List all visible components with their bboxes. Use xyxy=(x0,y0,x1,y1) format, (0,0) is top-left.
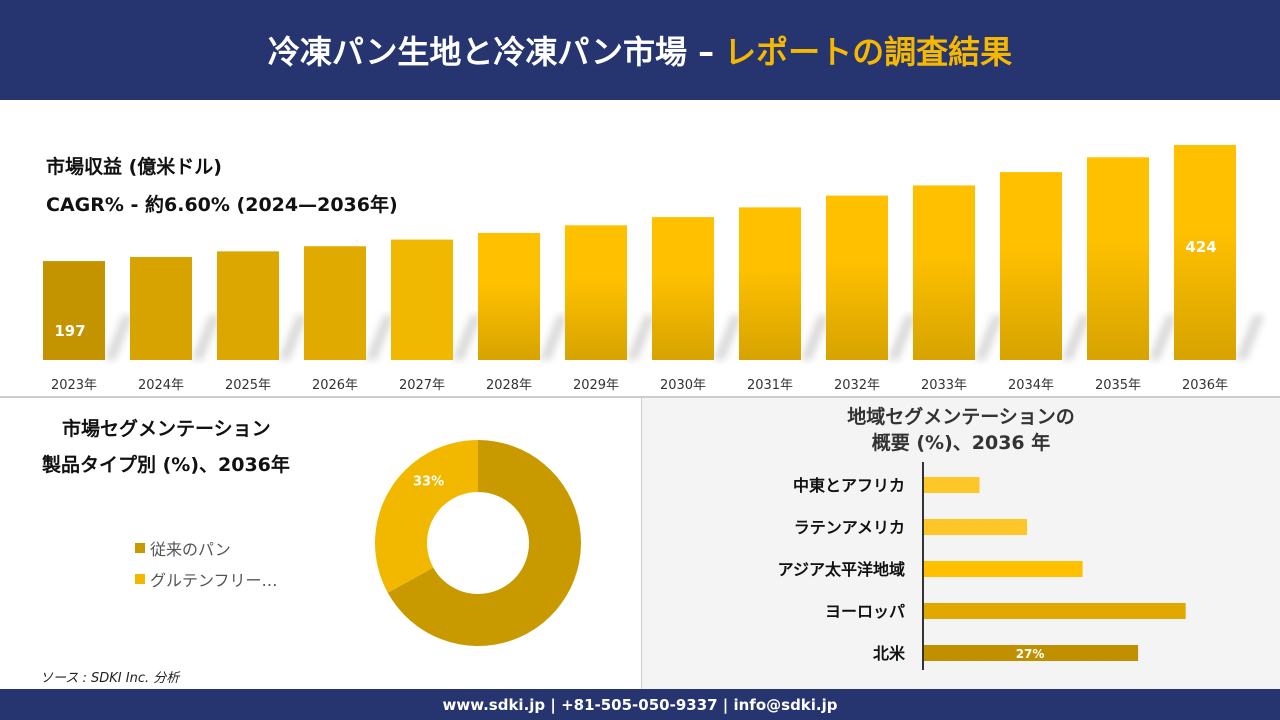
x-tick-label: 2026年 xyxy=(312,378,358,393)
divider xyxy=(0,396,1280,398)
bar-shadow xyxy=(801,315,829,360)
x-tick-label: 2033年 xyxy=(921,378,967,393)
bar-shadow xyxy=(540,315,568,360)
data-label: 27% xyxy=(1016,647,1045,661)
bar-shadow xyxy=(1062,315,1090,360)
bar-shadow xyxy=(453,315,481,360)
region-panel: 地域セグメンテーションの 概要 (%)、2036 年 中東とアフリカ ラテンアメリ… xyxy=(641,398,1280,689)
y-tick-label: アジア太平洋地域 xyxy=(778,560,905,579)
x-tick-label: 2036年 xyxy=(1182,378,1228,393)
bar-shadow xyxy=(366,315,394,360)
y-tick-label: 中東とアフリカ xyxy=(793,476,905,495)
bar-shadow xyxy=(627,315,655,360)
x-tick-label: 2027年 xyxy=(399,378,445,393)
x-tick-label: 2035年 xyxy=(1095,378,1141,393)
bar-shadow xyxy=(192,315,220,360)
bar-shadow xyxy=(279,315,307,360)
bar xyxy=(652,217,714,360)
bar xyxy=(913,185,975,360)
x-tick-label: 2029年 xyxy=(573,378,619,393)
bar xyxy=(826,195,888,360)
x-tick-label: 2031年 xyxy=(747,378,793,393)
data-label: 424 xyxy=(1185,238,1216,256)
bar xyxy=(304,246,366,360)
footer-contact: www.sdki.jp | +81-505-050-9337 | info@sd… xyxy=(0,689,1280,720)
bar-shadow xyxy=(888,315,916,360)
legend-item: 従来のパン xyxy=(135,536,231,560)
legend-swatch xyxy=(135,574,145,584)
bar xyxy=(217,251,279,360)
bar-shadow xyxy=(714,315,742,360)
bar-shadow xyxy=(1236,315,1264,360)
bar-shadow xyxy=(1149,315,1177,360)
legend-label: グルテンフリー… xyxy=(150,571,278,590)
bar xyxy=(478,232,540,360)
product-donut-chart: 33% xyxy=(375,440,581,646)
bar xyxy=(1000,172,1062,360)
legend-label: 従来のパン xyxy=(150,540,231,559)
y-tick-label: ラテンアメリカ xyxy=(794,518,905,537)
segment-title: 市場セグメンテーション xyxy=(62,418,271,440)
y-tick-label: ヨーロッパ xyxy=(825,602,905,621)
cagr-subtitle: CAGR% - 約6.60% (2024—2036年) xyxy=(46,194,398,216)
y-tick-label: 北米 xyxy=(873,644,906,663)
data-label: 197 xyxy=(54,322,85,340)
bar xyxy=(924,519,1028,535)
bar xyxy=(43,261,105,360)
donut-slice xyxy=(375,440,478,593)
data-label-bg xyxy=(410,470,447,491)
header: 冷凍パン生地と冷凍パン市場 – レポートの調査結果 xyxy=(0,0,1280,100)
revenue-title: 市場収益 (億米ドル) xyxy=(46,156,222,178)
bar-shadow xyxy=(105,315,133,360)
bar xyxy=(924,477,980,493)
x-tick-label: 2025年 xyxy=(225,378,271,393)
segment-subtitle: 製品タイプ別 (%)、2036年 xyxy=(42,454,290,476)
bar xyxy=(1087,157,1149,360)
source-note: ソース : SDKI Inc. 分析 xyxy=(40,671,180,686)
bar xyxy=(1174,145,1236,360)
x-tick-label: 2024年 xyxy=(138,378,184,393)
data-label: 33% xyxy=(413,475,444,490)
bar-shadow xyxy=(975,315,1003,360)
x-tick-label: 2034年 xyxy=(1008,378,1054,393)
bar xyxy=(924,603,1186,619)
region-subtitle: 概要 (%)、2036 年 xyxy=(871,432,1051,454)
revenue-bar-chart: 2023年 197 2024年 2025年 2026年 2027年 2028年 2029年 20… xyxy=(43,145,1264,393)
legend-item: グルテンフリー… xyxy=(135,567,278,591)
x-tick-label: 2030年 xyxy=(660,378,706,393)
bar xyxy=(391,239,453,360)
legend-swatch xyxy=(135,543,145,553)
page-title-accent: レポートの調査結果 xyxy=(724,33,1013,71)
bar xyxy=(565,225,627,360)
donut-slice xyxy=(387,440,581,646)
bar xyxy=(924,561,1083,577)
x-tick-label: 2032年 xyxy=(834,378,880,393)
bar xyxy=(130,256,192,360)
bar xyxy=(739,207,801,360)
x-tick-label: 2028年 xyxy=(486,378,532,393)
x-tick-label: 2023年 xyxy=(51,378,97,393)
page-title: 冷凍パン生地と冷凍パン市場 – xyxy=(267,33,715,71)
bar xyxy=(924,645,1139,661)
region-title: 地域セグメンテーションの xyxy=(847,406,1075,428)
